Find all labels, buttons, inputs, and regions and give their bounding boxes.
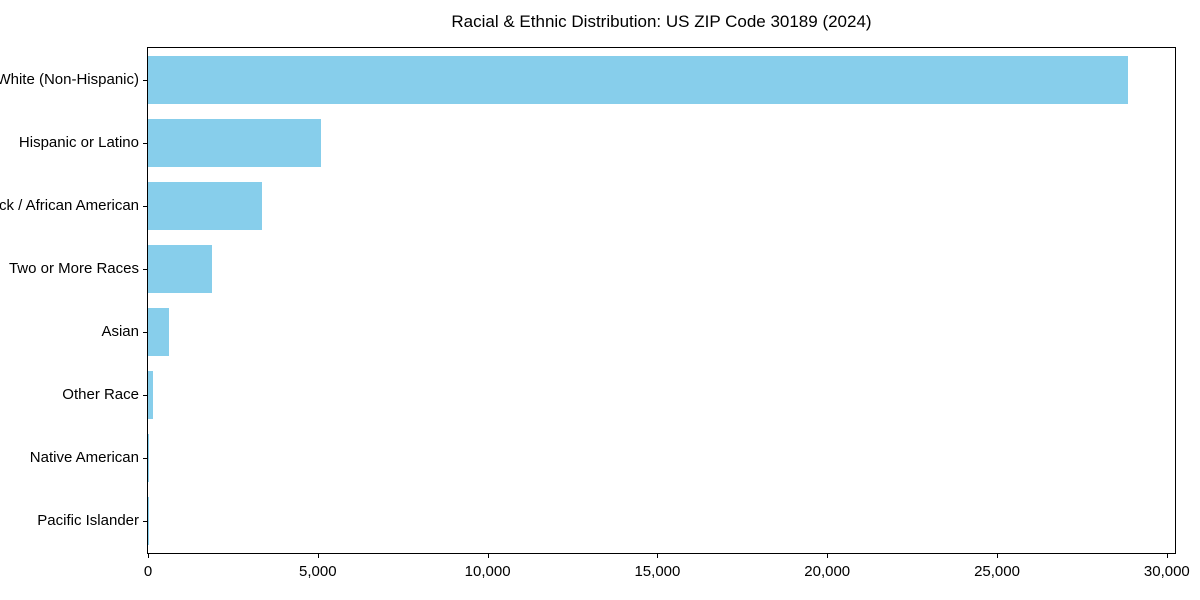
bar-pacific-islander [148,497,149,546]
chart-title: Racial & Ethnic Distribution: US ZIP Cod… [451,12,872,31]
y-tick-mark [143,521,147,523]
plot-area [147,47,1176,554]
y-tick-mark [143,79,147,81]
bar-asian [148,308,169,357]
x-tick-mark [657,554,659,558]
x-tick-label: 5,000 [299,563,337,580]
x-tick-label: 15,000 [634,563,681,580]
y-tick-mark [143,205,147,207]
y-tick-label: Pacific Islander [37,512,139,530]
bar-native-american [148,434,150,483]
bar-other-race [148,371,154,420]
y-tick-mark [143,458,147,460]
bar-black-african-american [148,181,262,230]
y-tick-mark [143,332,147,334]
x-tick-mark [317,554,319,558]
y-tick-label: Native American [29,449,139,467]
y-tick-label: Other Race [62,386,139,404]
x-tick-label: 0 [143,563,153,580]
x-tick-mark [148,554,149,558]
x-tick-mark [1166,554,1168,558]
x-tick-mark [487,554,489,558]
bar-hispanic-or-latino [148,118,321,167]
x-tick-label: 25,000 [974,563,1020,580]
y-tick-mark [143,142,147,144]
y-tick-mark [143,268,147,270]
x-tick-label: 10,000 [464,563,511,580]
y-tick-label: Asian [101,323,139,341]
y-tick-label: Hispanic or Latino [18,133,139,151]
bar-white-non-hispanic- [148,55,1128,104]
y-tick-mark [143,395,147,397]
y-tick-label: Two or More Races [8,259,139,277]
x-tick-label: 20,000 [804,563,851,580]
x-tick-label: 30,000 [1143,563,1190,580]
x-tick-mark [827,554,829,558]
x-tick-mark [997,554,999,558]
y-tick-label: Black / African American [0,196,139,214]
y-tick-label: White (Non-Hispanic) [0,70,139,88]
bar-two-or-more-races [148,244,212,293]
